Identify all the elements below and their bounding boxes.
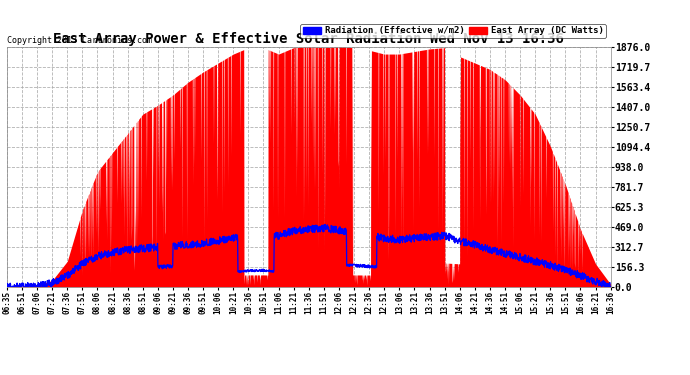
Text: Copyright 2013 Cartronics.com: Copyright 2013 Cartronics.com — [7, 36, 152, 45]
Title: East Array Power & Effective Solar Radiation Wed Nov 13 16:36: East Array Power & Effective Solar Radia… — [53, 32, 564, 46]
Legend: Radiation (Effective w/m2), East Array (DC Watts): Radiation (Effective w/m2), East Array (… — [300, 24, 606, 38]
